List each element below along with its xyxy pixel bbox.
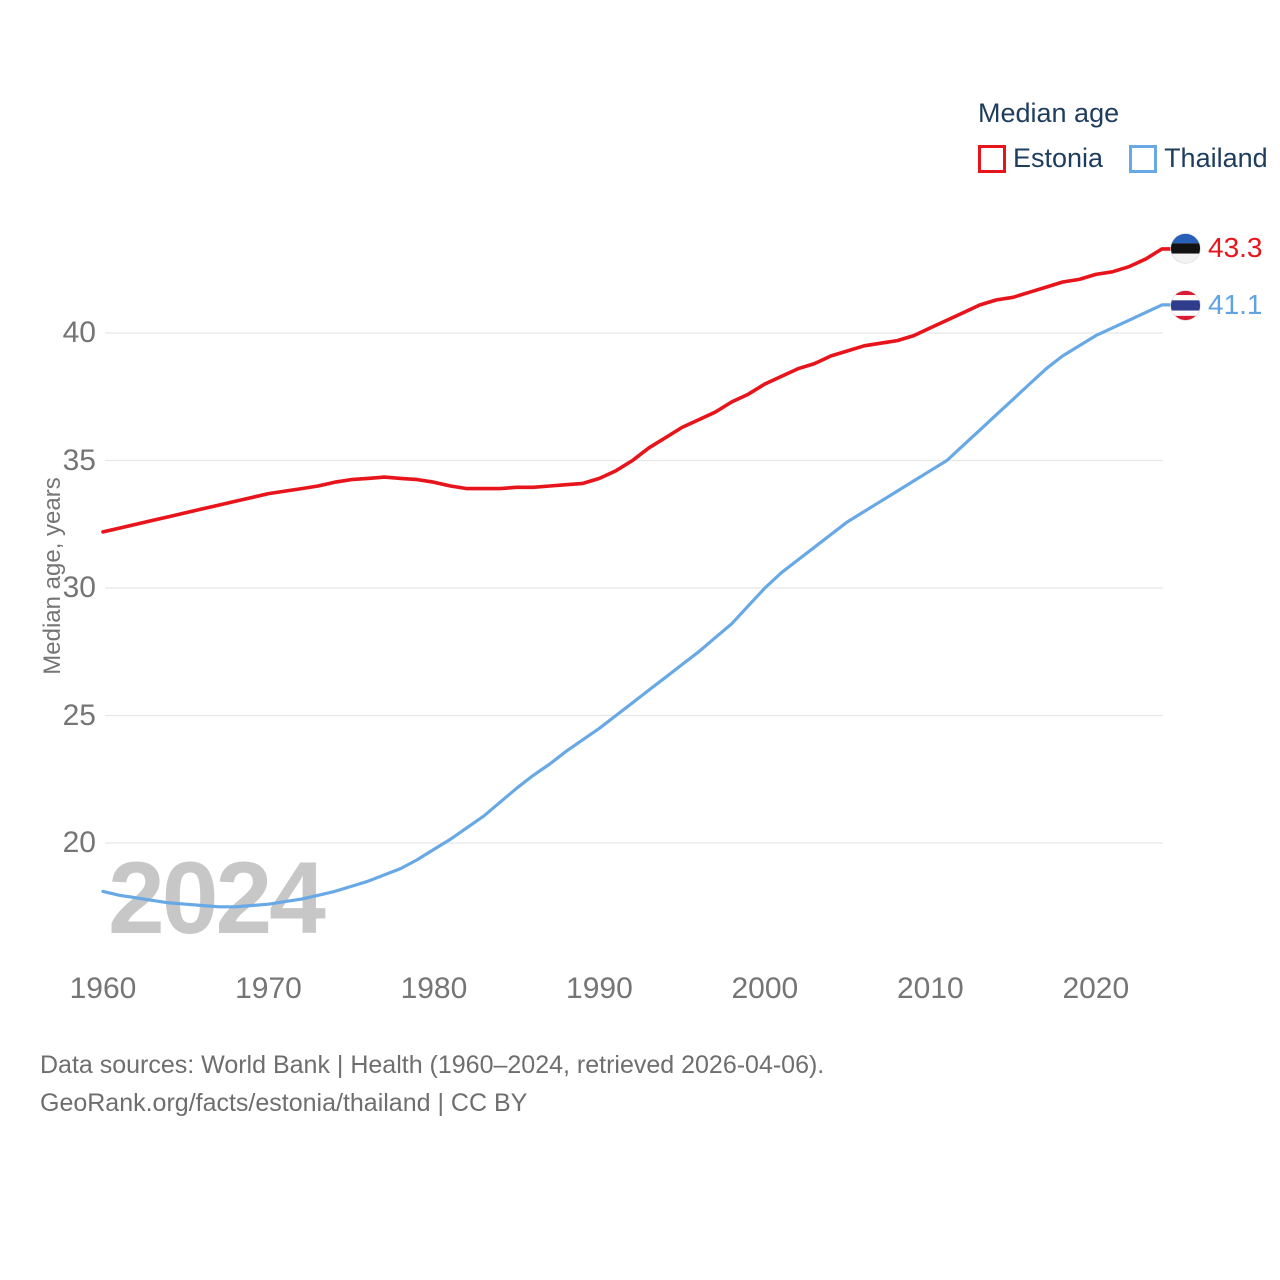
end-label-estonia: 43.3 — [1170, 232, 1263, 264]
legend-title: Median age — [978, 98, 1120, 128]
y-tick-label: 35 — [62, 443, 96, 477]
legend-item-estonia[interactable]: Estonia — [978, 143, 1103, 174]
thailand-flag-icon — [1170, 289, 1201, 321]
footer-attribution: GeoRank.org/facts/estonia/thailand | CC … — [40, 1089, 528, 1117]
estonia-flag-icon — [1170, 232, 1201, 264]
x-tick-label: 1970 — [235, 972, 302, 1005]
x-tick-label: 2020 — [1062, 972, 1130, 1005]
y-tick-label: 25 — [62, 698, 96, 732]
legend-item-label: Estonia — [1013, 143, 1104, 173]
x-tick-label: 1980 — [400, 972, 468, 1005]
y-tick-label: 20 — [62, 826, 96, 859]
legend-item-label: Thailand — [1164, 143, 1268, 173]
x-tick-label: 1990 — [566, 972, 633, 1005]
legend-item-thailand[interactable]: Thailand — [1129, 143, 1268, 174]
line-estonia — [101, 247, 1172, 534]
x-tick-label: 2010 — [896, 972, 964, 1005]
y-tick-label: 30 — [62, 571, 96, 604]
x-tick-label: 1960 — [69, 972, 137, 1005]
estonia-swatch-icon — [978, 144, 1006, 173]
y-tick-label: 40 — [62, 316, 96, 349]
end-label-thailand: 41.1 — [1170, 289, 1263, 321]
thailand-end-value: 41.1 — [1208, 289, 1263, 320]
legend-items: Estonia Thailand — [978, 143, 1268, 174]
legend: Median age Estonia Thailand — [978, 98, 1268, 174]
footer: Data sources: World Bank | Health (1960–… — [40, 1046, 824, 1122]
line-thailand — [101, 303, 1172, 909]
estonia-end-value: 43.3 — [1208, 232, 1263, 263]
footer-sources: Data sources: World Bank | Health (1960–… — [40, 1051, 825, 1079]
x-tick-label: 2000 — [731, 972, 799, 1005]
thailand-swatch-icon — [1129, 144, 1158, 173]
